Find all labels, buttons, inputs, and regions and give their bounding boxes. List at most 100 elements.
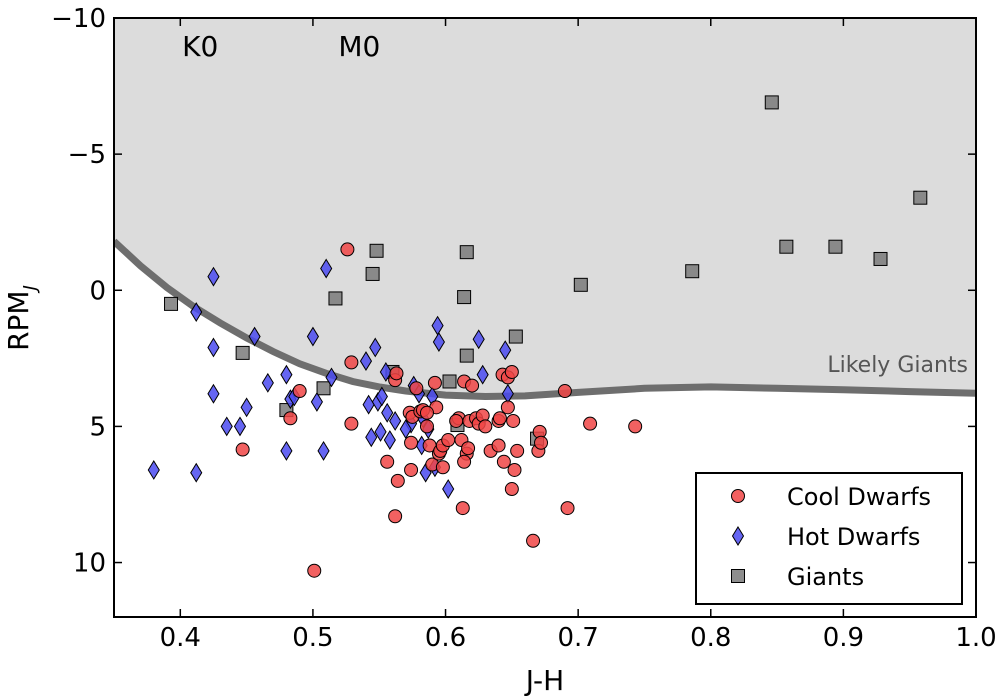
- annotation-k0: K0: [182, 30, 218, 63]
- cool-dwarfs-point: [427, 375, 442, 390]
- hot-dwarfs-point: [207, 337, 220, 358]
- cool-dwarfs-point: [388, 509, 403, 524]
- hot-dwarfs-point: [325, 367, 338, 388]
- hot-dwarfs-point: [362, 394, 375, 415]
- legend-giants-marker: [731, 569, 745, 583]
- giants-point: [369, 243, 384, 258]
- hot-dwarfs-point: [233, 416, 247, 437]
- hot-dwarfs-point: [381, 402, 394, 423]
- hot-dwarfs-point: [280, 440, 293, 461]
- cool-dwarfs-point: [461, 441, 476, 456]
- giants-point: [913, 190, 928, 205]
- cool-dwarfs-point: [404, 435, 419, 450]
- cool-dwarfs-point: [496, 454, 511, 469]
- hot-dwarfs-point: [359, 351, 373, 372]
- cool-dwarfs-point: [380, 454, 395, 469]
- giants-point: [442, 374, 457, 389]
- cool-dwarfs-point: [455, 501, 470, 516]
- cool-dwarfs-point: [507, 462, 522, 477]
- giants-point: [365, 266, 380, 281]
- cool-dwarfs-point: [292, 384, 307, 399]
- hot-dwarfs-point: [310, 391, 323, 412]
- legend-hot-dwarfs-marker: [731, 526, 745, 546]
- cool-dwarfs-point: [307, 563, 322, 578]
- hot-dwarfs-point: [432, 332, 445, 352]
- hot-dwarfs-point: [472, 329, 485, 350]
- cool-dwarfs-point: [510, 443, 525, 458]
- x-tick-label: 0.5: [292, 623, 333, 653]
- x-tick-label: 0.6: [425, 623, 466, 653]
- hot-dwarfs-point: [190, 302, 203, 323]
- x-tick-label: 0.8: [690, 623, 731, 653]
- hot-dwarfs-point: [317, 440, 330, 461]
- x-tick-label: 0.4: [160, 623, 201, 653]
- hot-dwarfs-point: [476, 364, 489, 385]
- hot-dwarfs-point: [306, 326, 320, 347]
- hot-dwarfs-point: [280, 364, 293, 385]
- cool-dwarfs-point: [435, 460, 450, 475]
- giants-point: [764, 95, 779, 110]
- hot-dwarfs-point: [320, 258, 333, 279]
- plot-frame: [113, 17, 977, 618]
- cool-dwarfs-point: [340, 242, 355, 257]
- hot-dwarfs-point: [369, 337, 382, 358]
- plot-area: [114, 18, 976, 578]
- y-tick-label: −5: [68, 140, 106, 170]
- giants-point: [316, 381, 331, 396]
- cool-dwarfs-point: [560, 501, 575, 516]
- cool-dwarfs-point: [504, 364, 519, 379]
- giant-boundary-curve: [114, 238, 976, 401]
- cool-dwarfs-point: [404, 462, 419, 477]
- cool-dwarfs-point: [500, 400, 515, 415]
- giants-point: [235, 345, 250, 360]
- hot-dwarfs-point: [190, 462, 203, 483]
- cool-dwarfs-point: [457, 454, 472, 469]
- likely-giants-label: Likely Giants: [827, 353, 968, 378]
- giants-point: [685, 264, 700, 279]
- giants-point: [508, 329, 523, 344]
- hot-dwarfs-point: [374, 421, 387, 442]
- axes: 0.4 0.5 0.6 0.7 0.8 0.9 1.0 −10 −5 0 5 10: [51, 4, 997, 653]
- cool-dwarfs-point: [409, 381, 424, 396]
- cool-dwarfs-point: [449, 413, 464, 428]
- cool-dwarfs-point: [419, 419, 434, 434]
- giants-point: [457, 290, 472, 305]
- cool-dwarfs-point: [492, 411, 507, 426]
- cool-dwarfs-point: [283, 411, 298, 426]
- legend-cool-dwarfs-label: Cool Dwarfs: [787, 483, 931, 511]
- y-axis-label-main: RPM: [2, 290, 35, 351]
- hot-dwarfs-point: [399, 419, 412, 440]
- y-tick-label: 10: [73, 549, 106, 579]
- giants-point: [459, 348, 474, 363]
- giants-point: [779, 239, 794, 254]
- giants-point: [873, 251, 888, 266]
- hot-dwarfs-point: [375, 386, 388, 407]
- legend-cool-dwarfs-marker: [731, 489, 745, 503]
- annotation-m0: M0: [338, 30, 380, 63]
- hot-dwarfs-point: [248, 326, 261, 347]
- hot-dwarfs-point: [383, 430, 396, 450]
- hot-dwarfs-point: [147, 460, 160, 480]
- cool-dwarfs-point: [526, 533, 541, 548]
- legend-items: Cool Dwarfs Hot Dwarfs Giants: [731, 483, 931, 591]
- legend-hot-dwarfs-label: Hot Dwarfs: [787, 523, 920, 551]
- hot-dwarfs-point: [379, 361, 392, 382]
- cool-dwarfs-point: [235, 442, 250, 457]
- hot-dwarfs-point: [389, 411, 402, 431]
- hot-dwarfs-point: [220, 416, 233, 437]
- cool-dwarfs-point: [390, 473, 405, 488]
- y-axis-label-subscript: J: [20, 285, 41, 293]
- y-tick-label: −10: [51, 4, 106, 34]
- cool-dwarfs-point: [534, 435, 549, 450]
- cool-dwarfs-point: [583, 416, 598, 431]
- x-axis-label: J-H: [524, 664, 564, 697]
- cool-dwarfs-point: [441, 433, 456, 448]
- x-tick-label: 0.7: [557, 623, 598, 653]
- giants-point: [164, 296, 179, 311]
- x-tick-label: 0.9: [823, 623, 864, 653]
- giants-point: [459, 245, 474, 260]
- cool-dwarfs-point: [478, 419, 493, 434]
- hot-dwarfs-point: [207, 383, 220, 404]
- legend-giants-label: Giants: [787, 563, 864, 591]
